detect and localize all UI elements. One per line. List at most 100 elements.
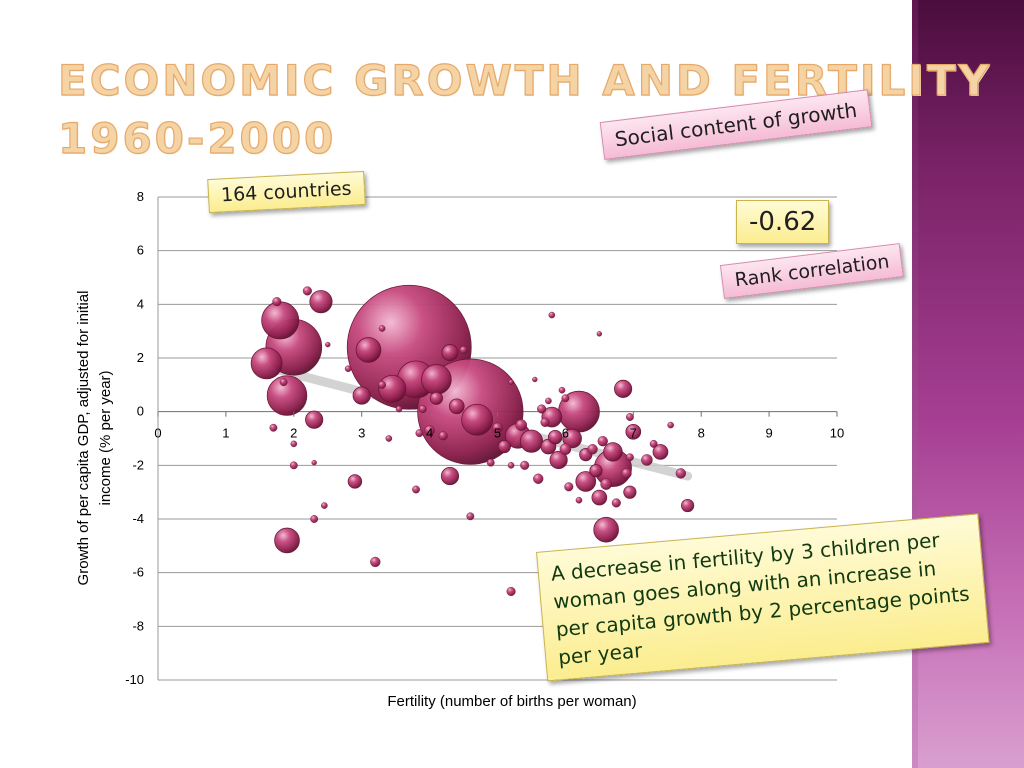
bubble-point bbox=[302, 286, 312, 296]
bubble-point bbox=[564, 482, 574, 492]
bubble-point bbox=[611, 498, 621, 508]
bubble-point bbox=[261, 301, 300, 340]
bubble-point bbox=[412, 485, 420, 494]
slide-title-line-2: 1960-2000 bbox=[57, 113, 337, 163]
bubble-point bbox=[492, 422, 503, 433]
bubble-point bbox=[448, 398, 465, 415]
bubble-point bbox=[321, 502, 328, 509]
bubble-point bbox=[532, 376, 538, 383]
bubble-point bbox=[279, 378, 288, 387]
bubble-point bbox=[649, 439, 658, 448]
y-tick-label: 8 bbox=[137, 189, 144, 204]
bubble-point bbox=[310, 515, 319, 523]
bubble-point bbox=[558, 386, 566, 394]
x-tick-label: 2 bbox=[290, 426, 297, 441]
bubble-point bbox=[520, 460, 530, 470]
bubble-point bbox=[641, 454, 653, 466]
bubble-point bbox=[486, 458, 495, 467]
bubble-point bbox=[621, 468, 632, 479]
bubble-point bbox=[575, 496, 583, 504]
bubble-point bbox=[325, 341, 331, 348]
bubble-point bbox=[272, 297, 282, 307]
bubble-point bbox=[309, 290, 333, 314]
y-tick-label: 4 bbox=[137, 296, 144, 311]
bubble-point bbox=[274, 527, 300, 554]
bubble-point bbox=[547, 429, 563, 445]
x-axis-ticks: 0 1 2 3 4 5 6 7 8 9 10 bbox=[154, 411, 844, 441]
y-tick-label: 2 bbox=[137, 350, 144, 365]
x-tick-label: 8 bbox=[698, 426, 705, 441]
bubble-point bbox=[497, 439, 511, 454]
y-tick-label: 6 bbox=[137, 243, 144, 258]
bubble-point bbox=[591, 489, 608, 506]
bubble-point bbox=[681, 498, 695, 513]
bubble-point bbox=[266, 375, 308, 416]
y-tick-label: 0 bbox=[137, 404, 144, 419]
bubble-point bbox=[548, 311, 556, 319]
bubble-point bbox=[459, 346, 468, 354]
bubble-point bbox=[603, 442, 623, 462]
x-tick-label: 5 bbox=[494, 426, 501, 441]
bubble-point bbox=[614, 379, 633, 398]
bubble-series bbox=[250, 284, 695, 596]
bubble-point bbox=[352, 386, 371, 405]
bubble-point bbox=[549, 450, 568, 470]
correlation-value-badge: -0.62 bbox=[736, 200, 830, 244]
bubble-point bbox=[305, 410, 324, 429]
bubble-point bbox=[395, 405, 403, 413]
bubble-point bbox=[418, 405, 427, 413]
bubble-point bbox=[589, 464, 603, 478]
bubble-point bbox=[675, 468, 686, 479]
bubble-point bbox=[438, 431, 448, 441]
bubble-point bbox=[623, 485, 637, 499]
bubble-point bbox=[385, 435, 393, 442]
bubble-point bbox=[575, 471, 597, 492]
bubble-point bbox=[562, 428, 582, 449]
bubble-point bbox=[625, 413, 634, 421]
bubble-point bbox=[429, 391, 443, 405]
bubble-point bbox=[355, 337, 382, 363]
x-tick-label: 4 bbox=[426, 426, 433, 441]
bubble-point bbox=[424, 425, 435, 436]
x-tick-label: 0 bbox=[154, 426, 161, 441]
bubble-point bbox=[347, 474, 363, 489]
y-axis-title-line-1: Growth of per capita GDP, adjusted for i… bbox=[75, 291, 92, 586]
bubble-point bbox=[667, 421, 674, 429]
bubble-point bbox=[537, 404, 547, 414]
y-tick-label: -6 bbox=[132, 565, 144, 580]
bubble-point bbox=[587, 444, 598, 455]
bubble-point bbox=[593, 516, 619, 543]
bubble-point bbox=[378, 380, 386, 389]
bubble-point bbox=[507, 462, 515, 469]
bubble-point bbox=[625, 423, 642, 440]
bubble-point bbox=[421, 364, 452, 395]
bubble-point bbox=[545, 397, 552, 405]
y-tick-label: -10 bbox=[125, 672, 144, 687]
x-tick-label: 1 bbox=[222, 426, 229, 441]
bubble-point bbox=[289, 461, 298, 470]
bubble-point bbox=[461, 403, 494, 436]
y-tick-label: -2 bbox=[132, 457, 144, 472]
bubble-point bbox=[415, 429, 424, 438]
bubble-point bbox=[559, 443, 572, 456]
bubble-point bbox=[250, 347, 283, 380]
bubble-point bbox=[290, 440, 298, 448]
bubble-point bbox=[311, 459, 317, 466]
y-axis-ticks: 8 6 4 2 0 -2 -4 -6 -8 -10 bbox=[125, 189, 144, 687]
bubble-point bbox=[378, 374, 407, 403]
bubble-point bbox=[378, 325, 386, 332]
bubble-point bbox=[597, 436, 608, 447]
bubble-point bbox=[440, 466, 460, 486]
x-axis-title: Fertility (number of births per woman) bbox=[387, 693, 636, 710]
bubble-point bbox=[506, 586, 516, 596]
bubble-point bbox=[533, 473, 544, 484]
bubble-point bbox=[269, 423, 278, 432]
y-tick-label: -8 bbox=[132, 618, 144, 633]
bubble-point bbox=[561, 394, 570, 403]
bubble-point bbox=[600, 478, 612, 490]
bubble-point bbox=[508, 379, 514, 385]
bubble-point bbox=[625, 453, 634, 462]
bubble-point bbox=[441, 344, 459, 362]
bubble-point bbox=[370, 556, 381, 568]
bubble-point bbox=[596, 331, 603, 337]
